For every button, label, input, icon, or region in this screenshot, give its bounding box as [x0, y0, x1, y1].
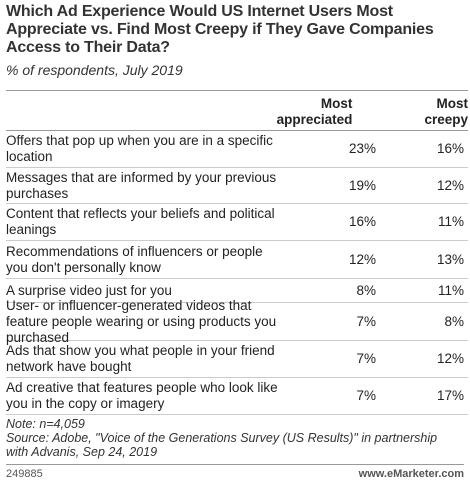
- row-label: Content that reflects your beliefs and p…: [6, 206, 275, 237]
- column-header: Most creepy: [424, 96, 468, 127]
- cell-value: 8%: [444, 313, 464, 329]
- row-label: Ad creative that features people who loo…: [6, 380, 278, 411]
- cell-value: 17%: [436, 388, 464, 403]
- cell-value: 11%: [437, 282, 464, 298]
- row-label: Recommendations of influencers or people…: [6, 243, 263, 275]
- table-row: Offers that pop up when you are in a spe…: [6, 131, 468, 168]
- row-label: Messages that are informed by your previ…: [6, 169, 277, 201]
- table-row: Content that reflects your beliefs and p…: [6, 204, 468, 241]
- chart-id: 249885: [6, 468, 43, 480]
- cell-value: 23%: [348, 141, 376, 156]
- note: Source: Adobe, "Voice of the Generations…: [6, 431, 438, 459]
- cell-value: 16%: [348, 214, 376, 229]
- cell-value: 16%: [436, 141, 464, 156]
- table-row: Recommendations of influencers or people…: [6, 241, 468, 279]
- notes: Note: n=4,059 Source: Adobe, "Voice of th…: [6, 417, 461, 459]
- table-row: Ads that show you what people in your fr…: [6, 341, 468, 378]
- footer: 249885 www.eMarketer.com: [6, 464, 464, 480]
- cell-value: 19%: [348, 177, 376, 193]
- table: Most appreciated Most creepy Offers that…: [6, 90, 468, 415]
- cell-value: 7%: [356, 388, 376, 403]
- table-row: A surprise video just for you 8% 11%: [6, 279, 468, 303]
- title: Which Ad Experience Would US Internet Us…: [6, 3, 434, 56]
- row-label: User- or influencer-generated videos tha…: [6, 297, 277, 345]
- cell-value: 12%: [348, 251, 376, 267]
- cell-value: 13%: [436, 251, 464, 267]
- site: www.eMarketer.com: [358, 468, 464, 480]
- note: Note: n=4,059: [6, 417, 85, 431]
- table-row: Messages that are informed by your previ…: [6, 168, 468, 204]
- table-row: Ad creative that features people who loo…: [6, 378, 468, 415]
- cell-value: 12%: [436, 177, 464, 193]
- cell-value: 12%: [436, 351, 464, 366]
- cell-value: 11%: [437, 214, 464, 229]
- header-row: Most appreciated Most creepy: [6, 91, 468, 131]
- cell-value: 7%: [356, 351, 376, 366]
- subtitle: % of respondents, July 2019: [6, 62, 183, 78]
- cell-value: 8%: [356, 282, 376, 298]
- column-header: Most appreciated: [276, 96, 353, 127]
- table-row: User- or influencer-generated videos tha…: [6, 298, 468, 345]
- row-label: Offers that pop up when you are in a spe…: [6, 133, 273, 164]
- row-label: Ads that show you what people in your fr…: [6, 343, 275, 374]
- cell-value: 7%: [356, 313, 376, 329]
- row-label: A surprise video just for you: [6, 282, 172, 298]
